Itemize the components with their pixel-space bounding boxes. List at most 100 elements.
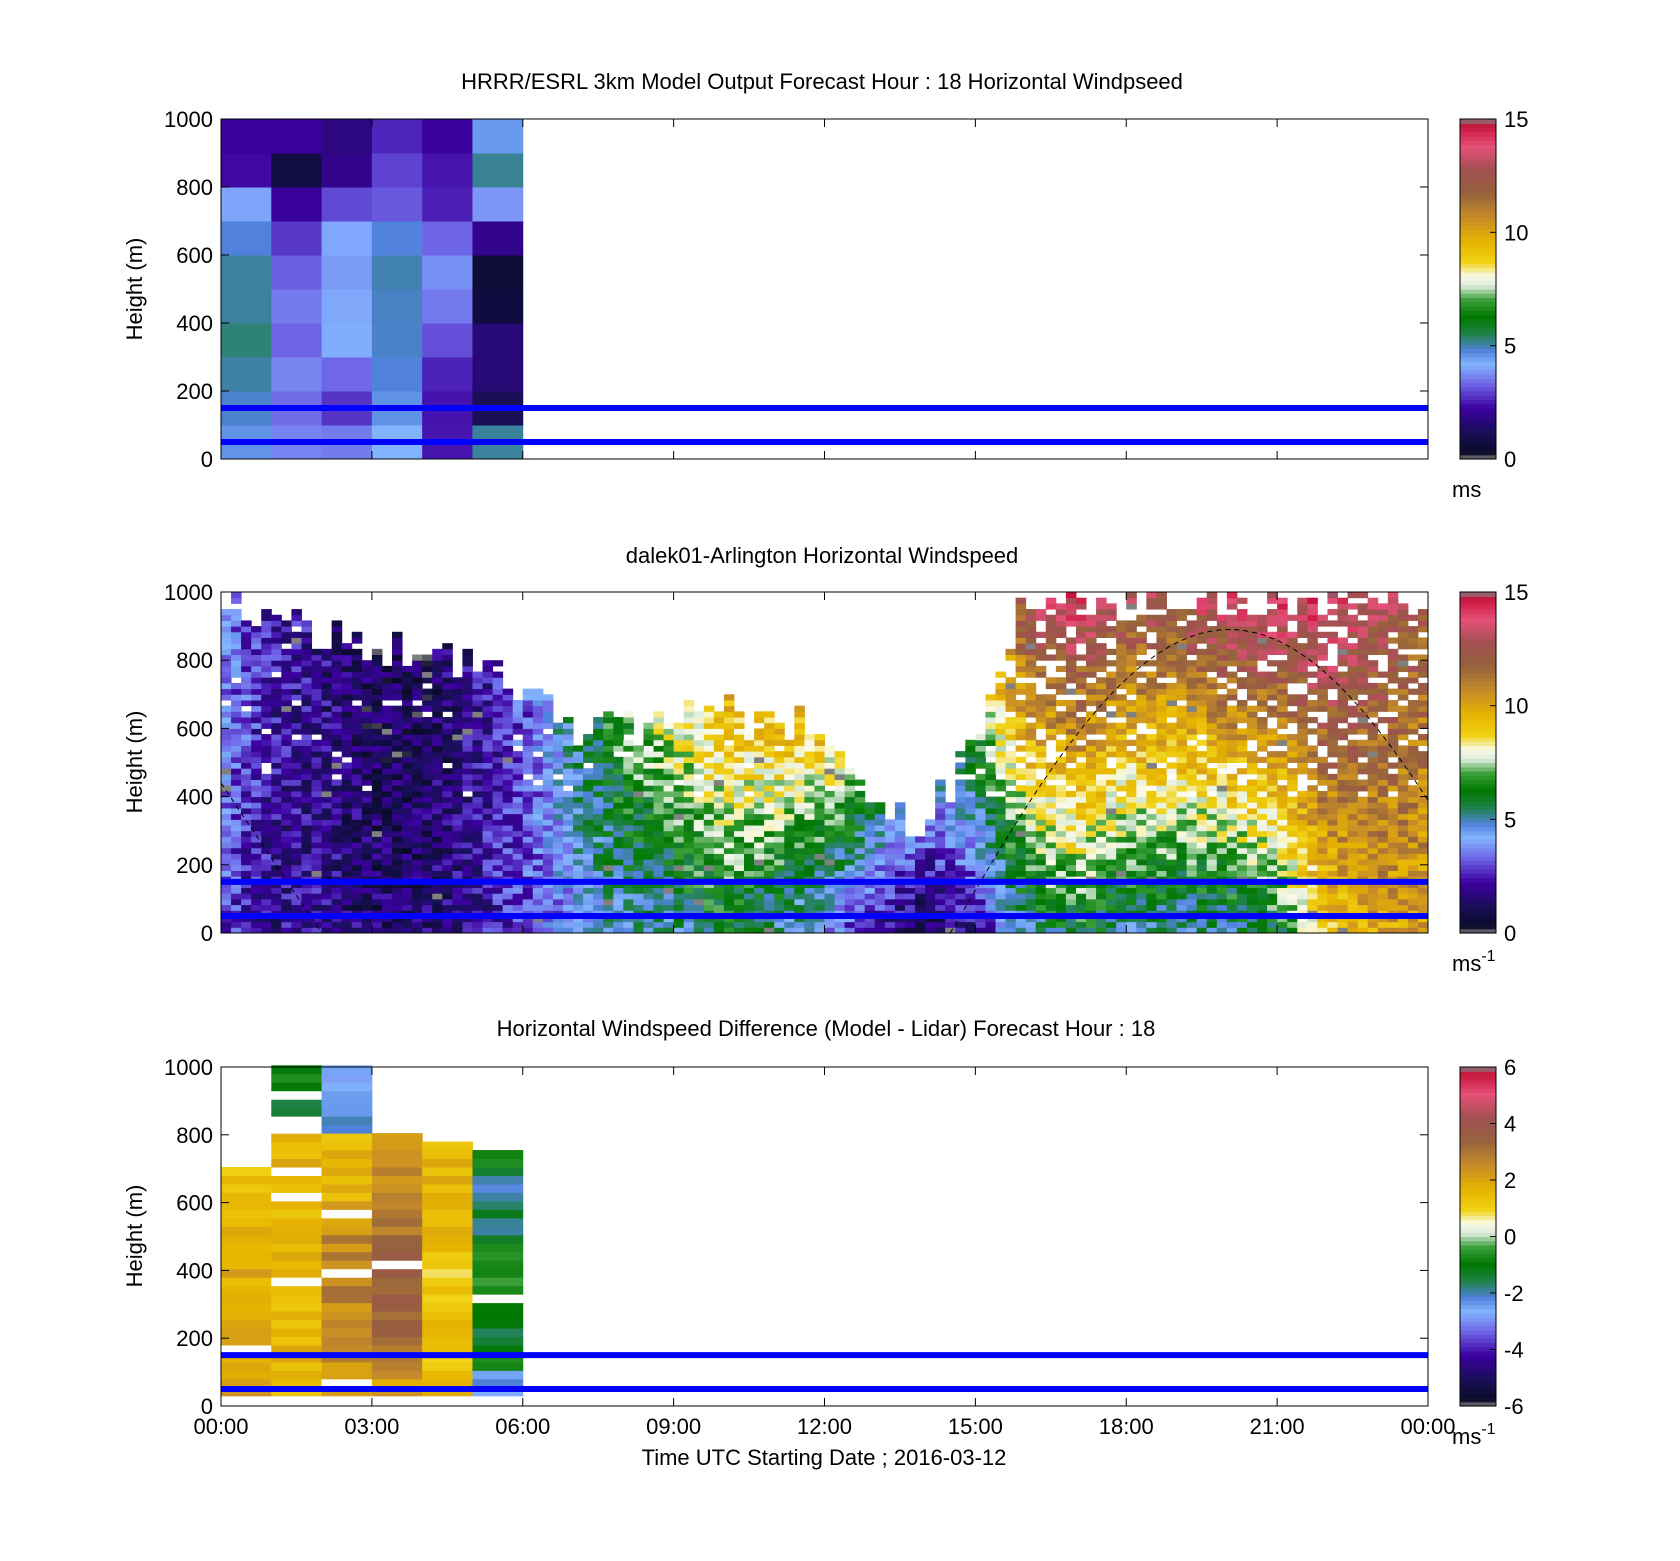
heatmap-cell (854, 796, 866, 803)
heatmap-cell (1226, 734, 1238, 741)
heatmap-cell (603, 847, 614, 854)
heatmap-cell (1075, 597, 1087, 604)
heatmap-cell (1055, 739, 1067, 746)
heatmap-cell (452, 711, 463, 718)
heatmap-cell (1045, 717, 1057, 724)
heatmap-cell (502, 813, 514, 820)
heatmap-cell (492, 813, 504, 820)
heatmap-cell (231, 739, 242, 746)
heatmap-cell (251, 665, 262, 673)
heatmap-cell (311, 717, 323, 724)
heatmap-cell (1206, 734, 1218, 741)
heatmap-cell (1317, 682, 1328, 690)
heatmap-cell (1005, 927, 1017, 934)
heatmap-cell (784, 870, 795, 877)
heatmap-cell (371, 289, 423, 324)
heatmap-cell (321, 830, 333, 837)
heatmap-cell (965, 904, 976, 911)
heatmap-cell (1025, 921, 1037, 928)
colorbar-swatch (1460, 314, 1496, 320)
heatmap-cell (995, 717, 1007, 724)
heatmap-cell (331, 677, 343, 684)
heatmap-cell (321, 734, 333, 741)
heatmap-cell (311, 654, 323, 661)
heatmap-cell (562, 921, 574, 928)
heatmap-cell (1297, 751, 1308, 758)
heatmap-cell (854, 887, 866, 894)
heatmap-cell (824, 773, 836, 781)
heatmap-cell (522, 717, 534, 724)
heatmap-cell (502, 711, 514, 718)
heatmap-cell (341, 779, 353, 786)
heatmap-cell (1206, 592, 1218, 599)
heatmap-cell (301, 921, 313, 928)
heatmap-cell (603, 785, 614, 792)
heatmap-cell (713, 790, 725, 798)
heatmap-cell (432, 756, 443, 763)
heatmap-cell (1186, 768, 1198, 775)
heatmap-cell (1317, 688, 1328, 695)
heatmap-cell (733, 711, 745, 718)
heatmap-cell (361, 802, 373, 809)
heatmap-cell (472, 785, 484, 792)
heatmap-cell (955, 859, 966, 866)
heatmap-cell (985, 825, 996, 832)
heatmap-cell (965, 927, 976, 934)
heatmap-cell (814, 904, 825, 911)
heatmap-cell (321, 893, 333, 900)
heatmap-cell (1136, 751, 1147, 758)
heatmap-cell (1196, 648, 1208, 656)
heatmap-cell (492, 717, 504, 724)
heatmap-cell (391, 796, 403, 803)
heatmap-cell (754, 842, 765, 849)
heatmap-cell (1176, 796, 1188, 803)
heatmap-cell (653, 847, 665, 854)
heatmap-cell (251, 762, 262, 769)
heatmap-cell (492, 927, 504, 934)
heatmap-cell (472, 864, 484, 871)
heatmap-cell (894, 825, 906, 832)
heatmap-cell (502, 751, 514, 758)
heatmap-cell (703, 728, 715, 735)
heatmap-cell (744, 807, 755, 815)
heatmap-cell (271, 323, 323, 358)
heatmap-cell (472, 904, 484, 911)
heatmap-cell (1075, 620, 1087, 627)
heatmap-cell (1126, 688, 1137, 695)
heatmap-cell (1096, 699, 1107, 707)
heatmap-cell (1246, 677, 1258, 684)
heatmap-cell (1136, 898, 1147, 906)
heatmap-cell (1186, 819, 1198, 826)
heatmap-cell (844, 802, 856, 809)
heatmap-cell (723, 717, 735, 724)
heatmap-cell (281, 796, 292, 803)
heatmap-cell (1065, 915, 1077, 923)
heatmap-cell (1307, 790, 1318, 798)
heatmap-cell (985, 705, 996, 712)
heatmap-cell (1055, 887, 1067, 894)
heatmap-cell (693, 751, 705, 758)
colorbar-swatch (1460, 148, 1496, 154)
heatmap-cell (673, 768, 685, 775)
heatmap-cell (1226, 688, 1238, 695)
heatmap-cell (241, 785, 252, 792)
heatmap-cell (532, 717, 544, 724)
heatmap-cell (603, 842, 614, 849)
heatmap-cell (764, 813, 775, 820)
heatmap-cell (784, 773, 795, 781)
heatmap-cell (492, 807, 504, 815)
colorbar-swatch (1460, 297, 1496, 303)
heatmap-cell (1126, 648, 1137, 656)
heatmap-cell (713, 864, 725, 871)
heatmap-cell (935, 825, 946, 832)
heatmap-cell (1216, 620, 1228, 627)
heatmap-cell (1297, 694, 1308, 701)
heatmap-cell (391, 853, 403, 860)
heatmap-cell (723, 722, 735, 729)
heatmap-cell (874, 864, 886, 871)
heatmap-cell (1206, 773, 1218, 781)
heatmap-cell (1307, 847, 1318, 854)
heatmap-cell (1086, 819, 1097, 826)
heatmap-cell (1307, 819, 1318, 826)
heatmap-cell (1065, 620, 1077, 627)
